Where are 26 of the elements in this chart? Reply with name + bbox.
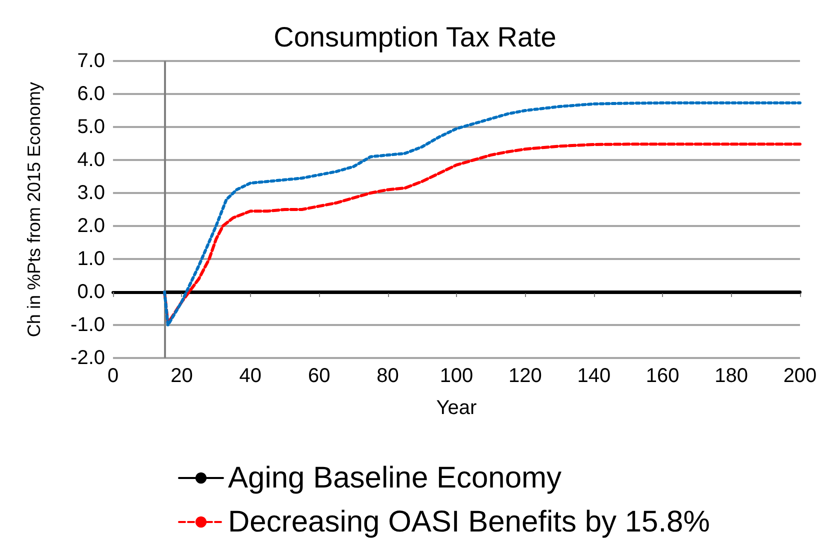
x-tick-label: 40 bbox=[239, 365, 262, 387]
x-tick-label: 200 bbox=[783, 365, 817, 387]
x-tick-label: 100 bbox=[440, 365, 474, 387]
x-tick-label: 60 bbox=[308, 365, 330, 387]
y-tick-label: 7.0 bbox=[77, 50, 105, 72]
y-tick-label: 6.0 bbox=[77, 83, 105, 105]
x-tick-label: 120 bbox=[508, 365, 542, 387]
x-tick-label: 20 bbox=[170, 365, 193, 387]
x-tick-label: 140 bbox=[577, 365, 611, 387]
x-tick-label: 160 bbox=[646, 365, 680, 387]
y-tick-label: -1.0 bbox=[70, 314, 105, 336]
y-tick-label: 4.0 bbox=[77, 149, 105, 171]
legend-label: Decreasing OASI Benefits by 15.8% bbox=[228, 506, 710, 538]
y-tick-label: 3.0 bbox=[77, 182, 105, 204]
chart-title: Consumption Tax Rate bbox=[274, 22, 556, 52]
y-tick-label: 1.0 bbox=[77, 248, 105, 270]
y-tick-label: 0.0 bbox=[77, 281, 105, 303]
x-tick-label: 180 bbox=[714, 365, 748, 387]
y-axis-title: Ch in %Pts from 2015 Economy bbox=[24, 82, 44, 338]
legend-label: Aging Baseline Economy bbox=[228, 462, 562, 494]
y-tick-label: -2.0 bbox=[70, 347, 105, 369]
y-tick-label: 5.0 bbox=[77, 116, 105, 138]
x-tick-label: 80 bbox=[376, 365, 399, 387]
x-axis-title: Year bbox=[436, 397, 478, 419]
x-tick-label: 0 bbox=[107, 365, 119, 387]
y-tick-label: 2.0 bbox=[77, 215, 105, 237]
